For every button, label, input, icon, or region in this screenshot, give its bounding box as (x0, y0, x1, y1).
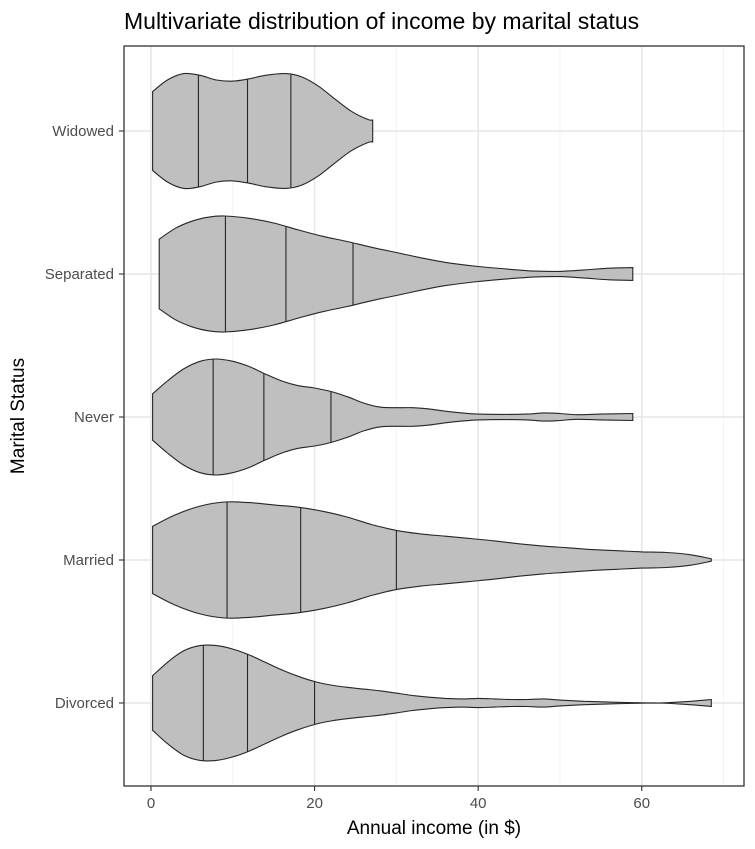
plot-panel (123, 45, 745, 787)
violins (152, 72, 712, 762)
y-tick-label: Married (63, 552, 114, 569)
y-tick-label: Widowed (52, 123, 114, 140)
violin-divorced (152, 644, 712, 762)
chart-title: Multivariate distribution of income by m… (124, 8, 639, 34)
x-axis-title: Annual income (in $) (347, 818, 521, 839)
y-axis-title: Marital Status (8, 358, 29, 474)
x-tick-label: 40 (470, 795, 487, 812)
y-tick-label: Divorced (55, 695, 114, 712)
x-tick-label: 60 (633, 795, 650, 812)
x-axis: 0 20 40 60 (147, 786, 650, 812)
y-tick-label: Separated (45, 266, 114, 283)
violin-never (152, 358, 634, 476)
x-tick-label: 20 (306, 795, 323, 812)
violin-married (152, 501, 712, 619)
violin-separated (158, 215, 634, 333)
y-axis: Widowed Separated Never Married Divorced (45, 123, 124, 712)
x-tick-label: 0 (147, 795, 155, 812)
y-tick-label: Never (74, 409, 114, 426)
violin-widowed (152, 72, 374, 190)
